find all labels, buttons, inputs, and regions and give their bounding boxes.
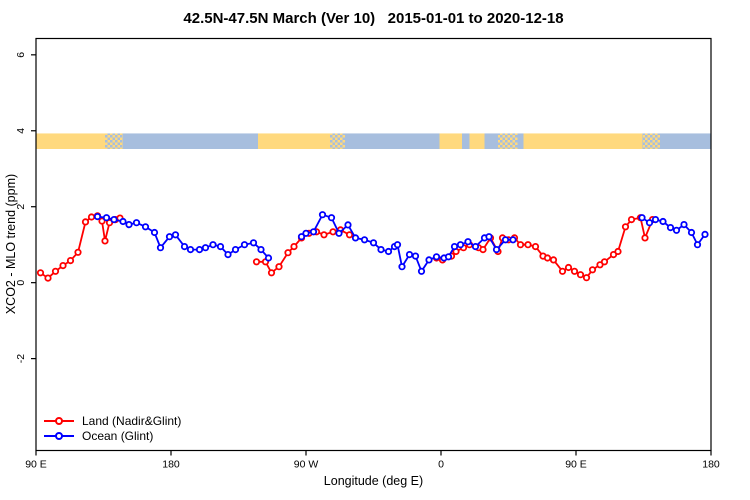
map-strip-segment-land [523, 133, 642, 149]
map-strip-segment-mixed [330, 133, 345, 149]
x-tick-label: 90 E [565, 459, 587, 471]
y-tick-label: 6 [15, 52, 27, 58]
map-strip-segment-mixed [105, 133, 123, 149]
map-strip-segment-mixed [642, 133, 660, 149]
legend-label: Land (Nadir&Glint) [82, 414, 181, 428]
x-tick-label: 180 [162, 459, 180, 471]
series-ocean [97, 213, 706, 274]
y-axis: -2 0 2 4 6 [15, 52, 36, 363]
map-strip-segment-ocean [660, 133, 711, 149]
x-tick-label: 180 [702, 459, 720, 471]
legend-marker-icon [55, 432, 63, 440]
y-tick-label: -2 [15, 354, 27, 363]
x-tick-label: 90 E [25, 459, 47, 471]
x-axis-label: Longitude (deg E) [323, 474, 424, 488]
legend-marker-icon [55, 417, 63, 425]
x-tick-label: 0 [438, 459, 444, 471]
chart-title: 42.5N-47.5N March (Ver 10) 2015-01-01 to… [183, 10, 564, 27]
map-strip [36, 133, 711, 149]
y-tick-label: 2 [15, 204, 27, 210]
legend: Land (Nadir&Glint)Ocean (Glint) [44, 414, 181, 443]
series-ocean-markers [93, 211, 709, 275]
map-strip-segment-ocean [123, 133, 258, 149]
map-strip-segment-ocean [345, 133, 440, 149]
y-tick-label: 4 [15, 128, 27, 134]
y-tick-label: 0 [15, 280, 27, 286]
legend-label: Ocean (Glint) [82, 429, 153, 443]
map-strip-segment-ocean [517, 133, 524, 149]
map-strip-segment-land [439, 133, 462, 149]
series-ocean-line [300, 213, 513, 274]
plot-frame [35, 37, 712, 452]
map-strip-segment-ocean [462, 133, 470, 149]
map-strip-segment-land [469, 133, 485, 149]
map-strip-segment-ocean [484, 133, 498, 149]
map-strip-segment-land [36, 133, 105, 149]
map-strip-segment-land [258, 133, 330, 149]
x-tick-label: 90 W [294, 459, 319, 471]
x-axis: 90 E 180 90 W 0 90 E 180 [25, 450, 720, 471]
map-strip-segment-mixed [498, 133, 518, 149]
